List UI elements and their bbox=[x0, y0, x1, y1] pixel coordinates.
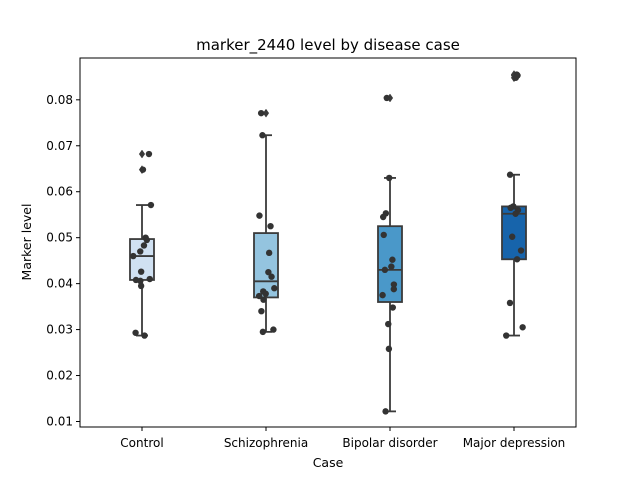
y-tick-label: 0.01 bbox=[46, 414, 73, 428]
data-point bbox=[255, 292, 263, 300]
data-point bbox=[512, 210, 519, 217]
data-point bbox=[271, 285, 278, 292]
data-point bbox=[506, 299, 514, 307]
data-point bbox=[517, 247, 525, 254]
data-point bbox=[130, 252, 137, 260]
y-tick-label: 0.02 bbox=[46, 369, 73, 383]
data-point bbox=[259, 132, 266, 139]
data-point bbox=[385, 320, 392, 328]
data-point bbox=[509, 233, 516, 240]
data-point bbox=[519, 324, 526, 331]
data-point bbox=[506, 171, 514, 178]
data-point bbox=[256, 212, 263, 219]
x-tick-label: Schizophrenia bbox=[224, 436, 308, 450]
data-point bbox=[382, 408, 389, 415]
data-point bbox=[267, 222, 274, 230]
data-point bbox=[265, 268, 272, 276]
y-tick-label: 0.06 bbox=[46, 185, 73, 199]
plot-area: 0.01 0.02 0.03 0.04 0.05 0.06 0.07 0.08 Control S… bbox=[46, 57, 577, 450]
data-point bbox=[260, 296, 267, 303]
data-point bbox=[257, 109, 265, 117]
data-point bbox=[512, 74, 519, 81]
data-point bbox=[145, 150, 153, 158]
box-group-bipolar-disorder bbox=[377, 93, 403, 415]
data-point bbox=[383, 94, 390, 102]
data-point bbox=[143, 236, 151, 244]
data-point bbox=[262, 290, 269, 297]
y-tick-label: 0.04 bbox=[46, 277, 73, 291]
data-point bbox=[146, 275, 153, 283]
data-point bbox=[268, 273, 275, 280]
data-point bbox=[381, 266, 389, 274]
data-point bbox=[258, 307, 265, 315]
y-axis-label: Marker level bbox=[19, 204, 34, 281]
box-group-major-depression bbox=[501, 70, 527, 339]
data-point bbox=[390, 285, 398, 293]
x-tick-label: Bipolar disorder bbox=[342, 436, 437, 450]
data-point bbox=[265, 249, 273, 257]
y-tick-label: 0.05 bbox=[46, 231, 73, 245]
data-point bbox=[503, 332, 510, 339]
data-point bbox=[385, 345, 393, 353]
data-point bbox=[390, 281, 398, 288]
data-point bbox=[139, 166, 147, 173]
y-tick-label: 0.07 bbox=[46, 139, 73, 153]
data-point bbox=[513, 256, 521, 263]
data-point bbox=[141, 332, 148, 339]
x-tick-label: Major depression bbox=[463, 436, 566, 450]
data-point bbox=[389, 304, 396, 311]
y-tick-label: 0.03 bbox=[46, 323, 73, 337]
data-point bbox=[389, 256, 396, 263]
data-point bbox=[137, 268, 145, 275]
y-tick-label: 0.08 bbox=[46, 93, 73, 107]
data-point bbox=[380, 231, 387, 239]
x-axis-label: Case bbox=[313, 455, 344, 470]
data-point bbox=[137, 282, 145, 290]
data-point bbox=[386, 174, 393, 182]
outlier-marker bbox=[138, 149, 146, 159]
data-point bbox=[379, 291, 386, 299]
box-group-control bbox=[129, 149, 155, 339]
data-point bbox=[132, 329, 139, 336]
data-point bbox=[140, 242, 148, 249]
chart-title: marker_2440 level by disease case bbox=[196, 36, 460, 55]
x-tick-label: Control bbox=[120, 436, 163, 450]
data-point bbox=[379, 213, 387, 221]
box-group-schizophrenia bbox=[253, 108, 279, 336]
data-point bbox=[137, 248, 144, 255]
outlier-marker bbox=[262, 108, 270, 118]
data-point bbox=[388, 263, 395, 270]
data-point bbox=[137, 277, 144, 285]
data-point bbox=[507, 204, 514, 212]
plot-frame bbox=[79, 57, 577, 428]
data-point bbox=[270, 326, 277, 333]
data-point bbox=[147, 201, 155, 209]
data-point bbox=[259, 328, 267, 336]
